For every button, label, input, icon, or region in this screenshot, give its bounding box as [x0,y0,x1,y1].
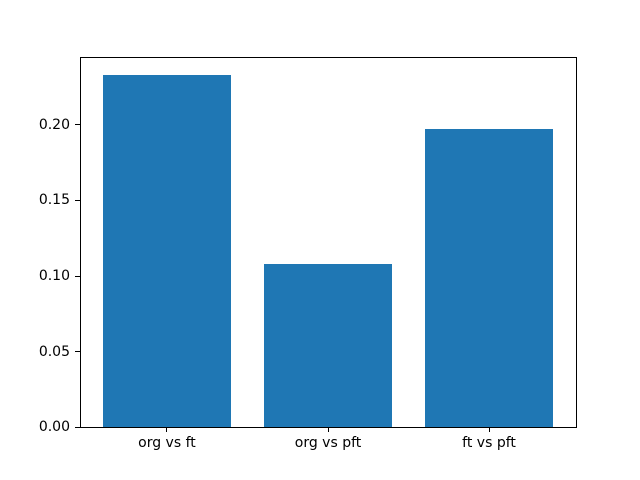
x-tick-label: ft vs pft [462,435,516,452]
bar-org-vs-pft [263,263,393,428]
bar-ft-vs-pft [424,129,554,428]
y-tick-label: 0.15 [38,192,70,209]
x-tick-label: org vs ft [138,435,196,452]
y-tick-label: 0.20 [38,116,70,133]
y-tick-label: 0.00 [38,419,70,436]
x-tick-label: org vs pft [294,435,362,452]
x-tick-mark [488,427,490,433]
x-tick-mark [327,427,329,433]
y-tick-label: 0.05 [38,343,70,360]
bar-org-vs-ft [102,74,232,428]
y-tick-mark [75,351,80,353]
y-tick-mark [75,275,80,277]
x-tick-mark [166,427,168,433]
y-tick-mark [75,426,80,428]
y-tick-label: 0.10 [38,268,70,285]
y-tick-mark [75,124,80,126]
y-tick-mark [75,199,80,201]
